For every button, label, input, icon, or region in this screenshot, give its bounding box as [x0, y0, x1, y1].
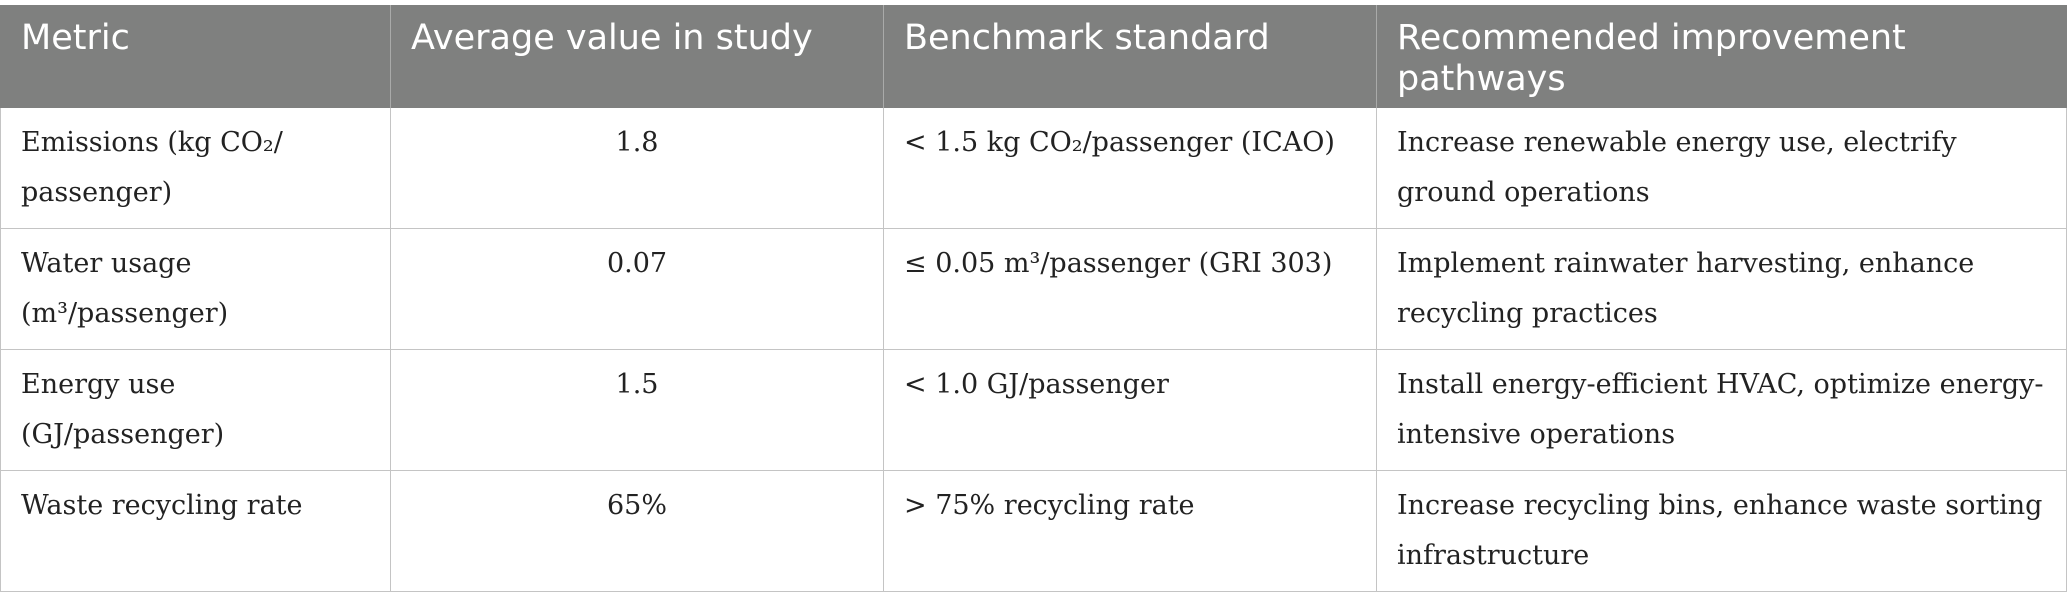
average-value-cell: 0.07: [390, 228, 884, 350]
pathway-cell: Install energy-efficient HVAC, optimize …: [1376, 349, 2067, 471]
benchmark-cell: ≤ 0.05 m³/passenger (GRI 303): [883, 228, 1377, 350]
pathway-cell: Increase recycling bins, enhance waste s…: [1376, 470, 2067, 592]
header-benchmark-standard: Benchmark standard: [883, 5, 1377, 108]
metrics-table: Metric Average value in study Benchmark …: [0, 5, 2067, 592]
table-row: Water usage (m³/passenger) 0.07 ≤ 0.05 m…: [0, 228, 2067, 350]
average-value-cell: 1.5: [390, 349, 884, 471]
table-header: Metric Average value in study Benchmark …: [0, 5, 2067, 108]
table-row: Energy use (GJ/passenger) 1.5 < 1.0 GJ/p…: [0, 349, 2067, 471]
table-row: Emissions (kg CO₂/ passenger) 1.8 < 1.5 …: [0, 108, 2067, 229]
pathway-cell: Implement rainwater harvesting, enhance …: [1376, 228, 2067, 350]
metric-cell: Emissions (kg CO₂/ passenger): [0, 108, 391, 229]
metric-cell: Water usage (m³/passenger): [0, 228, 391, 350]
benchmark-cell: < 1.5 kg CO₂/passenger (ICAO): [883, 108, 1377, 229]
table-body: Emissions (kg CO₂/ passenger) 1.8 < 1.5 …: [0, 108, 2067, 592]
metrics-table-container: Metric Average value in study Benchmark …: [0, 5, 2067, 592]
header-average-value: Average value in study: [390, 5, 884, 108]
header-metric: Metric: [0, 5, 391, 108]
average-value-cell: 1.8: [390, 108, 884, 229]
pathway-cell: Increase renewable energy use, electrify…: [1376, 108, 2067, 229]
benchmark-cell: < 1.0 GJ/passenger: [883, 349, 1377, 471]
table-row: Waste recycling rate 65% > 75% recycling…: [0, 470, 2067, 592]
header-row: Metric Average value in study Benchmark …: [0, 5, 2067, 108]
metric-cell: Energy use (GJ/passenger): [0, 349, 391, 471]
average-value-cell: 65%: [390, 470, 884, 592]
benchmark-cell: > 75% recycling rate: [883, 470, 1377, 592]
metric-cell: Waste recycling rate: [0, 470, 391, 592]
header-improvement-pathways: Recommended improvement pathways: [1376, 5, 2067, 108]
